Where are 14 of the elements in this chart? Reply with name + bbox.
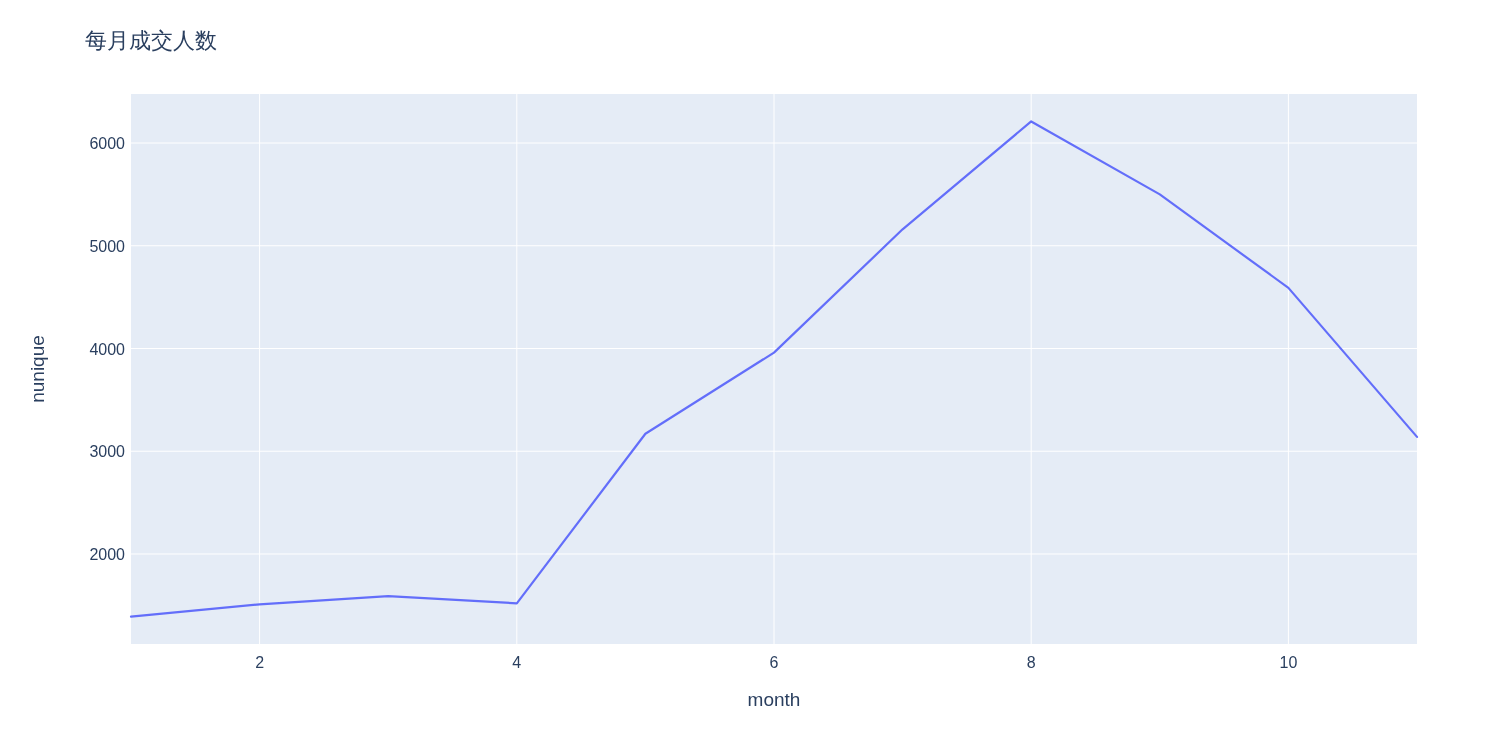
x-tick-label: 4 (512, 654, 522, 671)
chart-title: 每月成交人数 (85, 28, 217, 53)
y-tick-label: 6000 (89, 135, 126, 153)
y-axis-title: nunique (27, 335, 48, 403)
y-tick-label: 4000 (89, 340, 126, 358)
y-tick-label: 2000 (89, 545, 126, 563)
y-tick-label: 3000 (89, 443, 126, 461)
x-tick-label: 8 (1026, 654, 1036, 671)
x-tick-label: 10 (1279, 654, 1298, 671)
x-axis-title: month (747, 689, 801, 710)
x-tick-label: 2 (255, 654, 265, 671)
y-tick-label: 5000 (89, 237, 126, 255)
line-series (129, 120, 1419, 618)
x-tick-label: 6 (769, 654, 779, 671)
